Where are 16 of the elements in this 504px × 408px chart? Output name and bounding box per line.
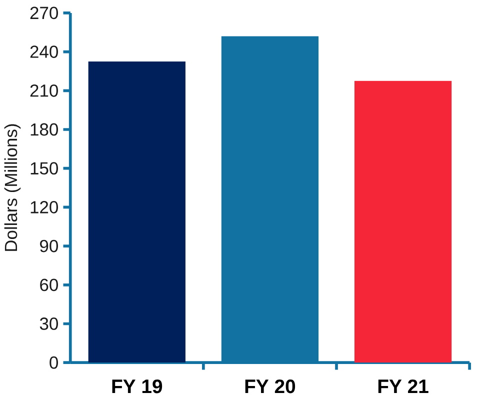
y-tick-label: 240: [30, 46, 58, 58]
x-tick-label: FY 20: [245, 380, 296, 394]
x-tick-label: FY 21: [378, 380, 428, 394]
y-tick-label: 150: [30, 162, 58, 175]
bar: [354, 80, 452, 363]
bar: [88, 62, 186, 363]
y-tick-label: 120: [30, 201, 58, 214]
y-tick-label: 60: [40, 278, 58, 292]
y-axis-title: Dollars (Millions): [4, 124, 21, 251]
y-tick-label: 180: [30, 123, 58, 136]
y-tick-label: 90: [40, 240, 58, 252]
y-tick-label: 0: [50, 356, 58, 369]
y-tick-label: 270: [30, 6, 58, 20]
x-tick-label: FY 19: [112, 380, 162, 394]
y-tick-label: 210: [30, 84, 58, 97]
y-tick-label: 30: [40, 318, 58, 330]
